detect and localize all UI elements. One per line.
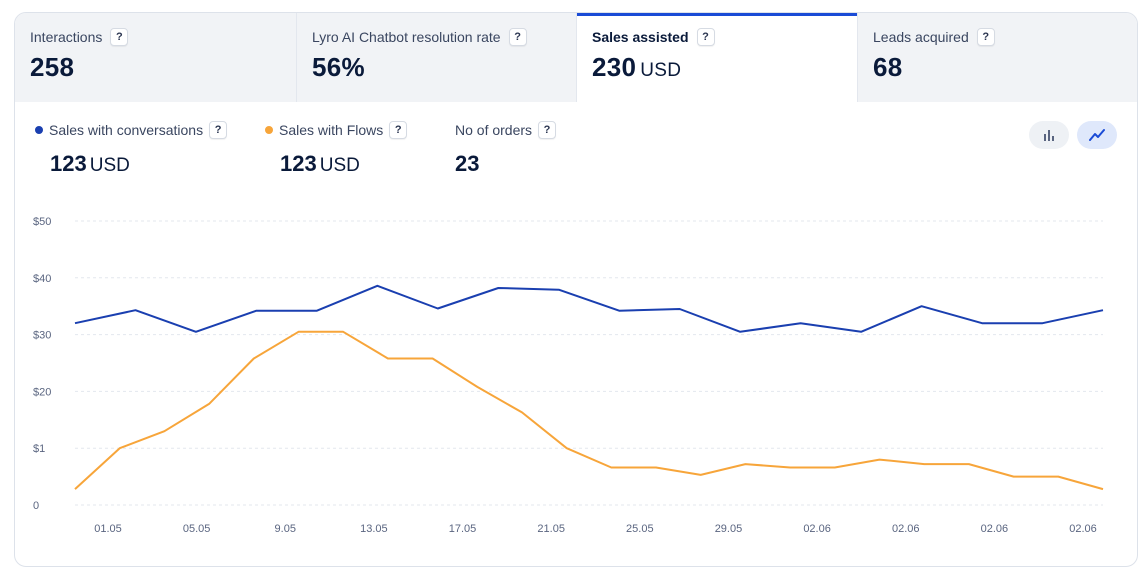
x-tick-label: 9.05 bbox=[275, 523, 296, 535]
tab-leads-acquired[interactable]: Leads acquired ? 68 bbox=[858, 13, 1137, 102]
legend-label: Sales with Flows bbox=[279, 122, 384, 138]
tab-value: 230 USD bbox=[592, 52, 857, 83]
y-tick-label: $1 bbox=[33, 443, 45, 455]
metric-tabs: Interactions ? 258 Lyro AI Chatbot resol… bbox=[15, 13, 1137, 102]
line-view-button[interactable] bbox=[1077, 121, 1117, 149]
tab-value-number: 230 bbox=[592, 52, 637, 82]
legend-value-unit: USD bbox=[89, 155, 130, 176]
x-tick-label: 01.05 bbox=[94, 523, 122, 535]
line-chart: 0 $1 $20 $30 $40 $50 01.05 05.05 9.05 13.05 17.05 2… bbox=[33, 216, 1104, 535]
line-chart-icon bbox=[1089, 129, 1105, 141]
y-tick-label: 0 bbox=[33, 500, 39, 512]
x-tick-label: 17.05 bbox=[449, 523, 477, 535]
legend-value: 23 bbox=[455, 151, 480, 176]
tab-value: 258 bbox=[30, 52, 75, 82]
tab-value-unit: USD bbox=[640, 60, 682, 81]
y-tick-label: $30 bbox=[33, 330, 51, 342]
help-icon[interactable]: ? bbox=[389, 121, 408, 139]
help-icon[interactable]: ? bbox=[110, 28, 129, 46]
tab-interactions[interactable]: Interactions ? 258 bbox=[15, 13, 297, 102]
legend-value-unit: USD bbox=[319, 155, 360, 176]
tab-label: Interactions bbox=[30, 29, 103, 45]
help-icon[interactable]: ? bbox=[976, 28, 995, 46]
x-tick-label: 13.05 bbox=[360, 523, 388, 535]
series-dot-icon bbox=[265, 126, 273, 134]
y-tick-label: $50 bbox=[33, 216, 51, 228]
series-line-sales-with-conversations[interactable] bbox=[74, 284, 1104, 333]
bar-chart-icon bbox=[1044, 130, 1054, 141]
chart-view-toggle bbox=[1029, 121, 1117, 149]
series-line-sales-with-flows[interactable] bbox=[74, 330, 1104, 491]
y-tick-label: $40 bbox=[33, 273, 51, 285]
legend-item-sales-with-conversations[interactable]: Sales with conversations ? 123 USD bbox=[35, 121, 228, 177]
legend-value-number: 123 bbox=[280, 151, 317, 176]
x-tick-label: 02.06 bbox=[803, 523, 831, 535]
sales-analytics-card: 0 $1 $20 $30 $40 $50 01.05 05.05 9.05 13.05 17.05 2… bbox=[14, 12, 1138, 567]
tab-label: Leads acquired bbox=[873, 29, 969, 45]
help-icon[interactable]: ? bbox=[538, 121, 557, 139]
legend-label: No of orders bbox=[455, 122, 533, 138]
y-tick-label: $20 bbox=[33, 386, 51, 398]
tab-label: Lyro AI Chatbot resolution rate bbox=[312, 29, 501, 45]
tab-value: 56% bbox=[312, 52, 365, 82]
tab-label: Sales assisted bbox=[592, 29, 689, 45]
tab-sales-assisted[interactable]: Sales assisted ? 230 USD bbox=[577, 13, 858, 102]
tab-value: 68 bbox=[873, 52, 903, 82]
x-tick-label: 29.05 bbox=[715, 523, 743, 535]
help-icon[interactable]: ? bbox=[209, 121, 228, 139]
legend-value-number: 123 bbox=[50, 151, 87, 176]
legend-label: Sales with conversations bbox=[49, 122, 204, 138]
series-dot-icon bbox=[35, 126, 43, 134]
help-icon[interactable]: ? bbox=[508, 28, 527, 46]
bar-view-button[interactable] bbox=[1029, 121, 1069, 149]
x-tick-label: 02.06 bbox=[981, 523, 1009, 535]
x-tick-label: 25.05 bbox=[626, 523, 654, 535]
x-tick-label: 21.05 bbox=[537, 523, 565, 535]
x-tick-label: 02.06 bbox=[892, 523, 920, 535]
tab-lyro-resolution-rate[interactable]: Lyro AI Chatbot resolution rate ? 56% bbox=[297, 13, 577, 102]
x-tick-label: 02.06 bbox=[1069, 523, 1097, 535]
x-tick-label: 05.05 bbox=[183, 523, 211, 535]
legend-item-sales-with-flows[interactable]: Sales with Flows ? 123 USD bbox=[265, 121, 408, 177]
help-icon[interactable]: ? bbox=[696, 28, 715, 46]
legend-value: 123 USD bbox=[280, 151, 407, 177]
legend-value: 123 USD bbox=[50, 151, 227, 177]
legend-item-no-of-orders[interactable]: No of orders ? 23 bbox=[455, 121, 557, 177]
